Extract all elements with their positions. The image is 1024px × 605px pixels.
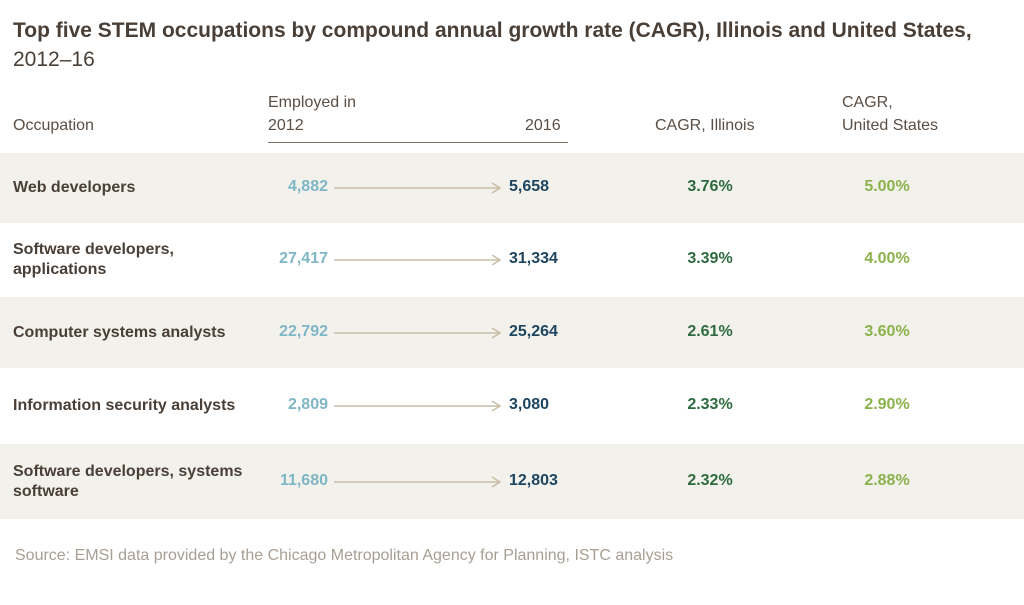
chart-subtitle: 2012–16	[13, 48, 95, 71]
cagr-us-value: 3.60%	[817, 323, 957, 341]
cagr-illinois-value: 2.33%	[640, 396, 780, 414]
value-2012: 2,809	[258, 396, 328, 414]
table-row: Software developers, systems software 11,…	[0, 444, 1024, 519]
header-cagr-us-line1: CAGR,	[842, 91, 893, 115]
table-row: Software developers, applications 27,417 3…	[0, 223, 1024, 297]
value-2012: 27,417	[258, 250, 328, 268]
occupation-label: Computer systems analysts	[13, 323, 243, 343]
header-cagr-illinois: CAGR, Illinois	[655, 114, 755, 138]
cagr-us-value: 5.00%	[817, 178, 957, 196]
cagr-us-value: 2.88%	[817, 472, 957, 490]
table-row: Computer systems analysts 22,792 25,264 2.6…	[0, 297, 1024, 368]
value-2016: 3,080	[509, 396, 549, 414]
table-row: Information security analysts 2,809 3,080 2…	[0, 368, 1024, 444]
header-occupation: Occupation	[13, 114, 94, 138]
growth-arrow-icon	[334, 400, 502, 412]
header-employed-in: Employed in	[268, 91, 356, 115]
occupation-label: Software developers, applications	[13, 240, 243, 280]
header-year-2016: 2016	[525, 114, 561, 138]
chart-title-text: Top five STEM occupations by compound an…	[13, 19, 972, 42]
occupation-label: Web developers	[13, 178, 243, 198]
cagr-illinois-value: 2.61%	[640, 323, 780, 341]
cagr-us-value: 2.90%	[817, 396, 957, 414]
header-cagr-us-line2: United States	[842, 114, 938, 138]
occupation-label: Information security analysts	[13, 396, 243, 416]
growth-arrow-icon	[334, 254, 502, 266]
value-2016: 12,803	[509, 472, 558, 490]
cagr-illinois-value: 2.32%	[640, 472, 780, 490]
value-2012: 11,680	[258, 472, 328, 490]
growth-arrow-icon	[334, 327, 502, 339]
value-2012: 4,882	[258, 178, 328, 196]
cagr-illinois-value: 3.76%	[640, 178, 780, 196]
table-row: Web developers 4,882 5,658 3.76% 5.00%	[0, 153, 1024, 223]
value-2016: 31,334	[509, 250, 558, 268]
occupation-label: Software developers, systems software	[13, 462, 243, 502]
chart-title: Top five STEM occupations by compound an…	[13, 16, 1013, 74]
value-2016: 5,658	[509, 178, 549, 196]
source-note: Source: EMSI data provided by the Chicag…	[15, 547, 673, 565]
cagr-illinois-value: 3.39%	[640, 250, 780, 268]
value-2012: 22,792	[258, 323, 328, 341]
header-rule	[268, 142, 568, 143]
growth-arrow-icon	[334, 182, 502, 194]
header-year-2012: 2012	[268, 114, 304, 138]
cagr-us-value: 4.00%	[817, 250, 957, 268]
value-2016: 25,264	[509, 323, 558, 341]
growth-arrow-icon	[334, 476, 502, 488]
